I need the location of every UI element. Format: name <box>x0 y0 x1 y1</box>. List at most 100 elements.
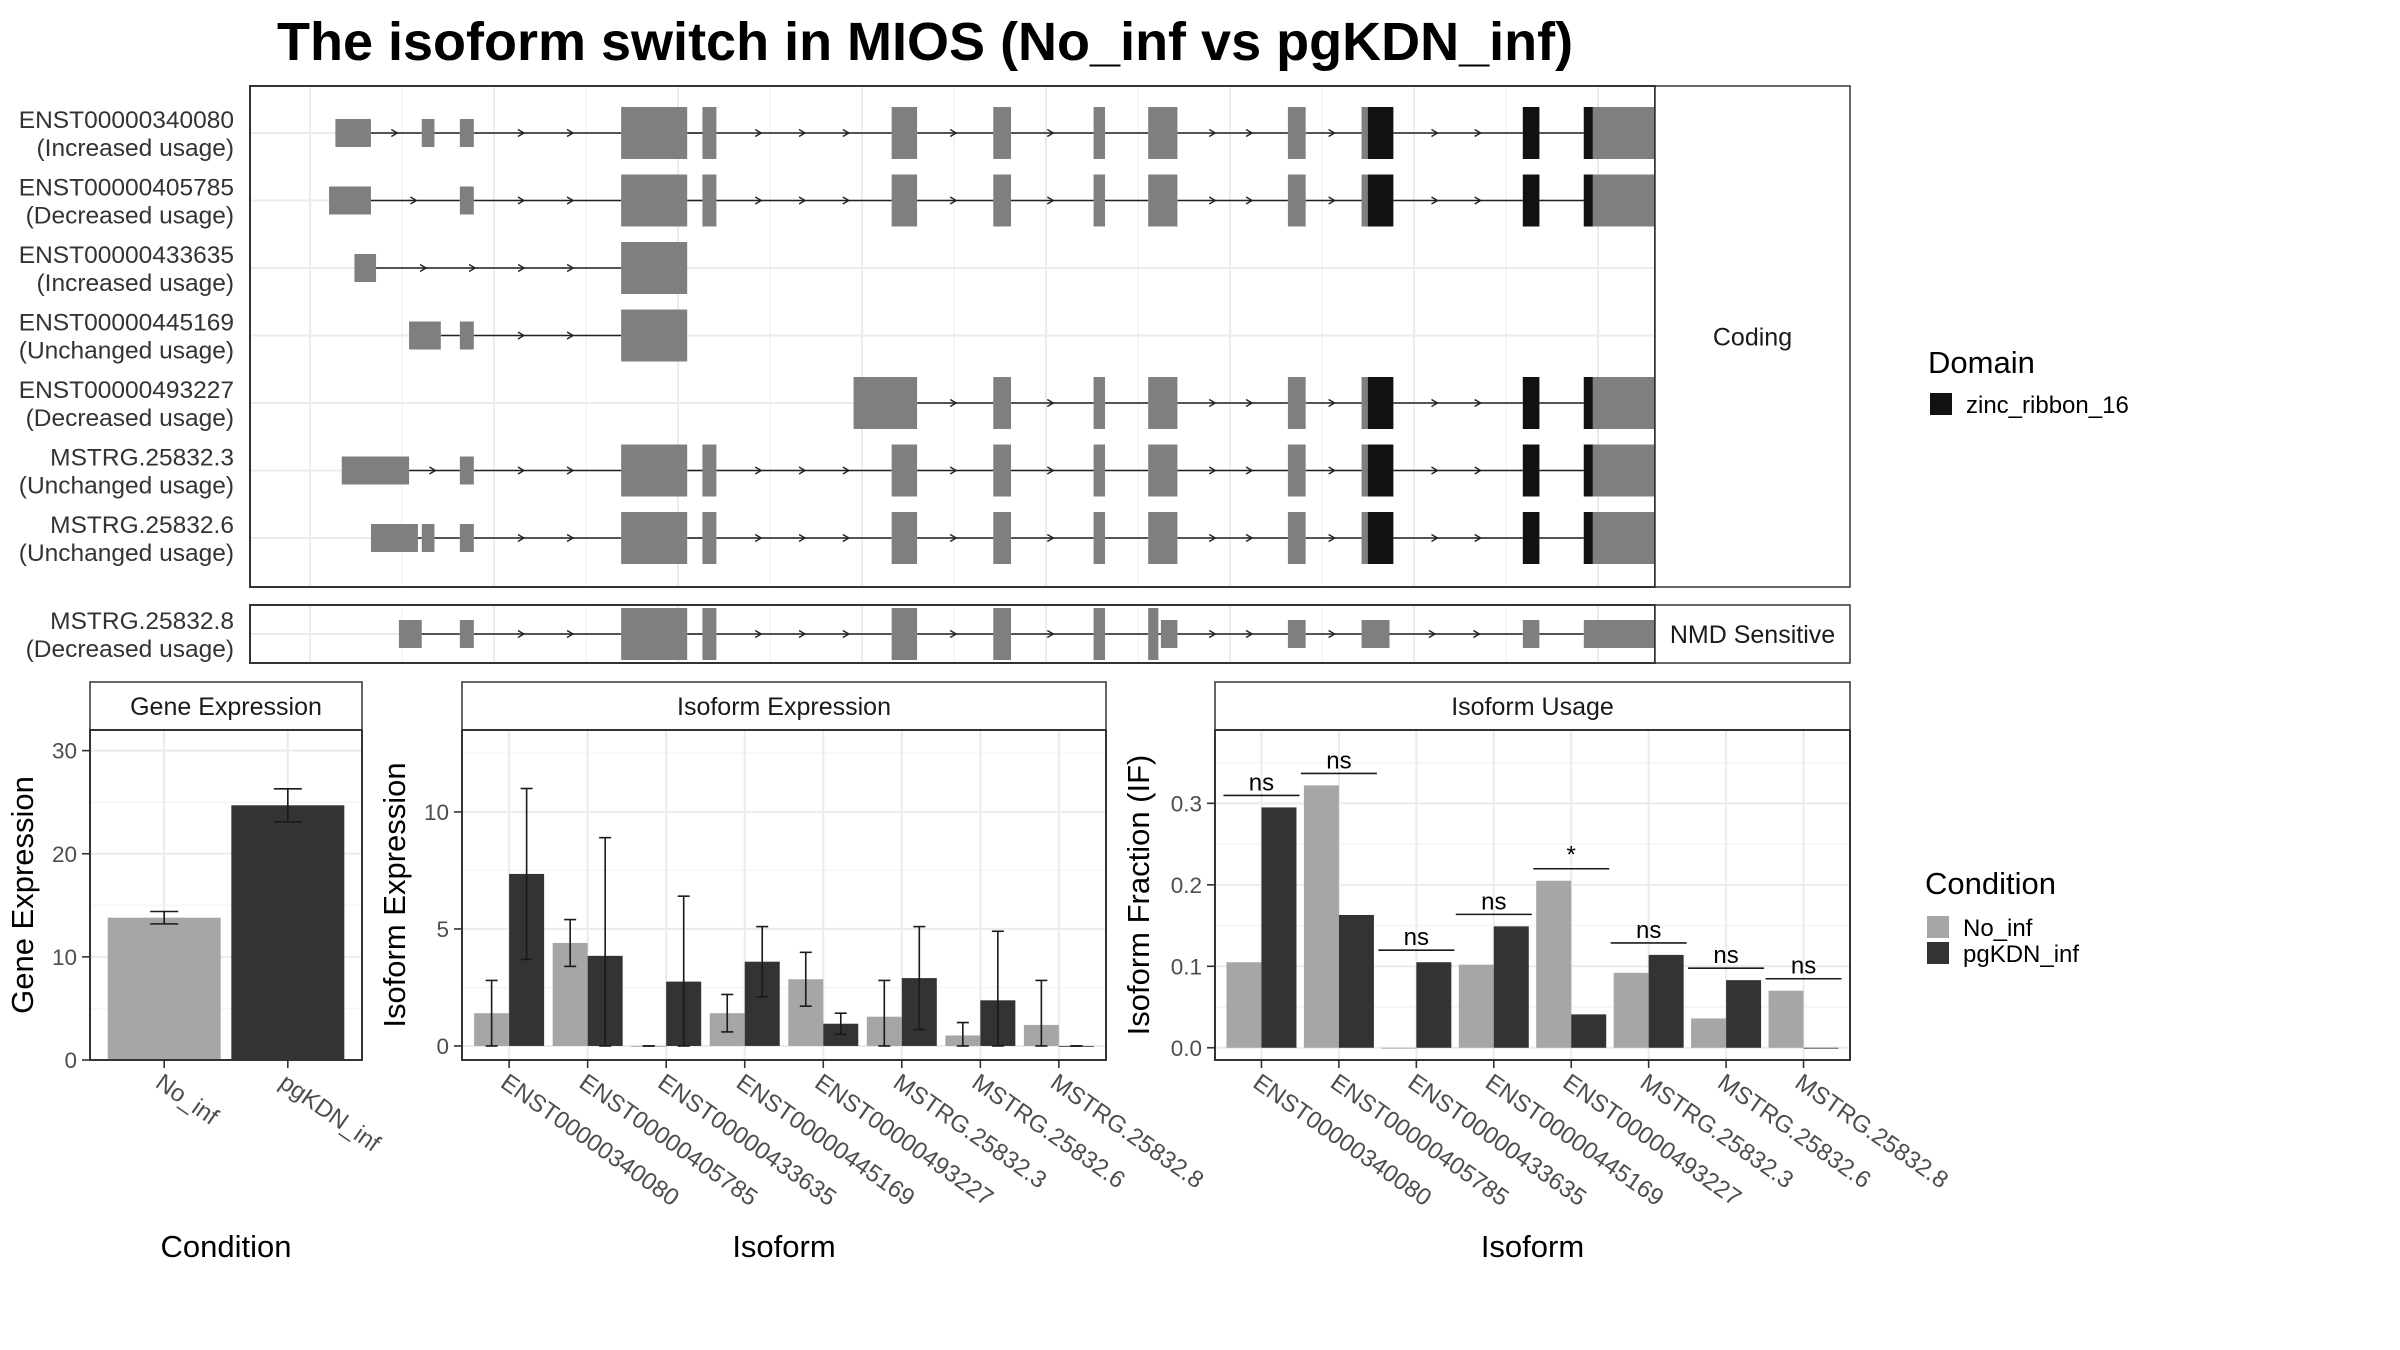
intron-direction-arrow <box>754 128 763 138</box>
intron-direction-arrow <box>949 196 958 205</box>
zinc-ribbon-domain <box>1583 512 1593 564</box>
utr-exon <box>409 321 441 350</box>
intron-direction-arrow <box>1245 466 1254 475</box>
intron-direction-arrow <box>1245 196 1254 205</box>
intron-direction-arrow <box>1046 398 1055 408</box>
error-bar <box>756 925 769 998</box>
utr-exon <box>1287 620 1306 648</box>
error-bar <box>834 1012 847 1036</box>
y-tick-label: 30 <box>52 739 77 764</box>
intron-direction-arrow <box>517 128 526 138</box>
coding-exon <box>1148 444 1178 497</box>
transcript-status-label: (Decreased usage) <box>26 405 234 432</box>
error-bar <box>913 925 926 1031</box>
chart-strip <box>1214 681 1851 731</box>
x-tick-label: No_inf <box>151 1069 224 1131</box>
chart-strip-title: Isoform Expression <box>677 693 891 721</box>
zinc-ribbon-domain <box>1583 377 1593 429</box>
chart-panel-border <box>461 729 1107 1061</box>
y-tick-label: 0.3 <box>1171 791 1202 816</box>
coding-exon <box>702 444 717 497</box>
bar-enst00000340080-pgkdn-inf <box>1261 807 1297 1048</box>
utr-exon <box>398 620 422 648</box>
isoform-expression-chart: Isoform Expression0510ENST00000340080ENS… <box>377 681 1208 1264</box>
coding-exon <box>891 174 918 227</box>
y-tick-label: 0 <box>64 1048 77 1073</box>
figure-title: The isoform switch in MIOS (No_inf vs pg… <box>277 12 1573 72</box>
intron-direction-arrow <box>1474 398 1483 408</box>
coding-exon <box>621 242 688 294</box>
zinc-ribbon-domain <box>1522 512 1540 564</box>
zinc-ribbon-domain <box>1522 377 1540 429</box>
domain-legend-label: zinc_ribbon_16 <box>1966 392 2129 419</box>
bar-mstrg-25832-8-no-inf <box>1768 990 1804 1048</box>
utr-exon <box>421 524 435 552</box>
bar-mstrg-25832-6-pgkdn-inf <box>1726 980 1762 1048</box>
coding-exon <box>993 107 1012 159</box>
intron-direction-arrow <box>1245 398 1254 408</box>
significance-annotation: ns <box>1300 747 1377 774</box>
intron-direction-arrow <box>1046 533 1055 543</box>
condition-legend-key-pgkdn-inf <box>1927 942 1949 964</box>
coding-exon <box>621 309 688 362</box>
intron-direction-arrow <box>949 629 958 639</box>
intron-direction-arrow <box>1431 398 1439 408</box>
coding-exon <box>1583 512 1657 564</box>
condition-legend-key-no-inf <box>1927 916 1949 938</box>
condition-legend-label-no-inf: No_inf <box>1963 915 2033 942</box>
coding-exon <box>1287 174 1306 227</box>
intron-direction-arrow <box>391 128 399 138</box>
isoform-usage-chart: Isoform Usage ns ns ns ns * ns ns ns 0.0 0.1 0.2 0.3… <box>1121 681 1953 1264</box>
intron-direction-arrow <box>798 466 807 475</box>
transcript-name-label: ENST00000433635 <box>19 242 234 269</box>
x-axis-title: Condition <box>161 1229 292 1264</box>
structure-facet-coding: ENST00000340080(Increased usage)ENST0000… <box>19 85 1851 588</box>
coding-exon <box>1093 608 1106 660</box>
intron-direction-arrow <box>1328 533 1337 543</box>
intron-direction-arrow <box>798 533 807 543</box>
intron-direction-arrow <box>1208 196 1217 205</box>
coding-exon <box>993 512 1012 564</box>
intron-direction-arrow <box>1208 629 1217 639</box>
bar-enst00000493227-pgkdn-inf <box>1571 1014 1607 1048</box>
y-tick-label: 10 <box>424 800 449 825</box>
significance-annotation: * <box>1533 842 1610 870</box>
intron-direction-arrow <box>1245 128 1254 138</box>
intron-direction-arrow <box>754 629 763 639</box>
transcript-mstrg-25832-6: MSTRG.25832.6(Unchanged usage) <box>19 512 1657 567</box>
utr-exon <box>329 186 371 215</box>
chart-strip-title: Gene Expression <box>130 693 322 721</box>
intron-direction-arrow <box>566 533 575 543</box>
chart-panel-border <box>89 729 363 1061</box>
y-axis-title: Isoform Fraction (IF) <box>1121 755 1156 1036</box>
intron-direction-arrow <box>566 263 575 273</box>
facet-strip-label: NMD Sensitive <box>1670 621 1835 649</box>
y-tick-label: 0.1 <box>1171 954 1202 979</box>
significance-annotation: ns <box>1455 888 1532 915</box>
zinc-ribbon-domain <box>1583 107 1593 159</box>
bar-enst00000405785-no-inf <box>1303 785 1339 1048</box>
coding-exon <box>702 608 717 660</box>
utr-exon <box>459 321 474 350</box>
coding-exon <box>1287 512 1306 564</box>
bar-pgkdn-inf <box>231 805 345 1060</box>
intron-direction-arrow <box>1208 128 1217 138</box>
intron-direction-arrow <box>1046 196 1055 205</box>
coding-exon <box>702 512 717 564</box>
intron-direction-arrow <box>1046 128 1055 138</box>
intron-direction-arrow <box>517 196 526 205</box>
significance-annotation: ns <box>1223 769 1300 796</box>
intron-direction-arrow <box>798 629 807 639</box>
x-axis-title: Isoform <box>732 1229 835 1264</box>
transcript-name-label: MSTRG.25832.6 <box>50 512 234 539</box>
error-bar <box>721 993 734 1033</box>
transcript-enst00000445169: ENST00000445169(Unchanged usage) <box>19 309 688 365</box>
x-axis-title: Isoform <box>1481 1229 1584 1264</box>
zinc-ribbon-domain <box>1522 107 1540 159</box>
intron-direction-arrow <box>1328 196 1337 205</box>
intron-direction-arrow <box>949 398 958 408</box>
coding-exon <box>993 377 1012 429</box>
transcript-mstrg-25832-8: MSTRG.25832.8(Decreased usage) <box>26 608 1669 663</box>
coding-exon <box>891 107 918 159</box>
intron-direction-arrow <box>1328 629 1337 639</box>
